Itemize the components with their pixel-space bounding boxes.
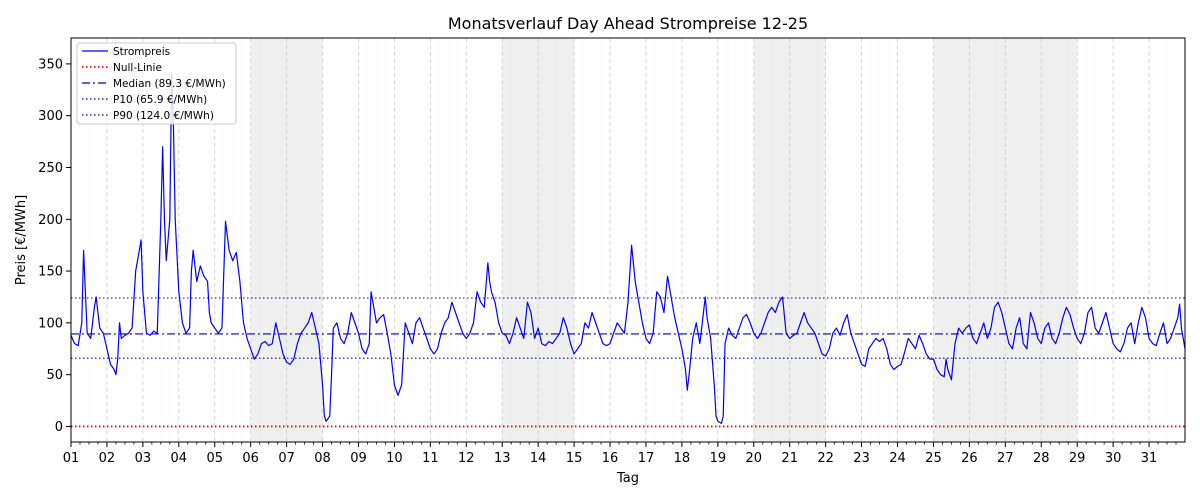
- x-tick-label: 08: [314, 451, 331, 466]
- x-tick-label: 25: [925, 451, 942, 466]
- x-tick-label: 12: [458, 451, 475, 466]
- y-axis-label: Preis [€/MWh]: [14, 195, 29, 285]
- x-tick-label: 10: [386, 451, 403, 466]
- x-tick-label: 07: [278, 451, 295, 466]
- y-tick-label: 350: [38, 57, 63, 72]
- x-tick-label: 11: [422, 451, 439, 466]
- x-axis-label: Tag: [616, 471, 639, 486]
- x-tick-label: 23: [853, 451, 870, 466]
- x-tick-label: 09: [350, 451, 367, 466]
- x-tick-label: 27: [997, 451, 1014, 466]
- price-series-line: [70, 73, 1186, 424]
- legend-entry: Null-Linie: [113, 62, 162, 74]
- x-tick-label: 28: [1033, 451, 1050, 466]
- legend-entry: Strompreis: [113, 46, 170, 58]
- series: [70, 73, 1186, 424]
- x-tick-label: 19: [710, 451, 727, 466]
- x-tick-label: 15: [566, 451, 583, 466]
- grid: [70, 38, 1186, 442]
- legend-box: [76, 42, 237, 125]
- y-tick-label: 0: [55, 420, 63, 435]
- x-tick-label: 13: [494, 451, 511, 466]
- legend: Strompreis Null-Linie Median (89.3 €/MWh) P…: [76, 42, 237, 125]
- y-tick-label: 150: [38, 265, 63, 280]
- x-tick-label: 29: [1069, 451, 1086, 466]
- x-tick-label: 03: [135, 451, 152, 466]
- y-axis-ticks: 0 50 100 150 200 250 300 350: [38, 57, 71, 435]
- legend-entry: Median (89.3 €/MWh): [113, 78, 226, 90]
- x-axis-ticks: 01 02 03 04 05 06 07 08 09 10 11 12 13 14 15 16 17 18 19 20…: [63, 442, 1177, 466]
- y-tick-label: 300: [38, 109, 63, 124]
- chart-title: Monatsverlauf Day Ahead Strompreise 12-2…: [448, 14, 808, 33]
- weekend-shading: [250, 38, 1078, 442]
- y-tick-label: 250: [38, 161, 63, 176]
- x-tick-label: 06: [242, 451, 259, 466]
- x-tick-label: 14: [530, 451, 547, 466]
- legend-entry: P10 (65.9 €/MWh): [113, 94, 207, 106]
- x-tick-label: 21: [781, 451, 798, 466]
- x-tick-label: 30: [1105, 451, 1122, 466]
- x-tick-label: 17: [638, 451, 655, 466]
- x-tick-label: 20: [746, 451, 763, 466]
- x-tick-label: 31: [1141, 451, 1158, 466]
- x-tick-label: 05: [206, 451, 223, 466]
- x-tick-label: 22: [817, 451, 834, 466]
- x-tick-label: 18: [674, 451, 691, 466]
- x-tick-label: 01: [63, 451, 80, 466]
- y-tick-label: 200: [38, 213, 63, 228]
- x-tick-label: 16: [602, 451, 619, 466]
- x-tick-label: 02: [99, 451, 116, 466]
- y-tick-label: 100: [38, 316, 63, 331]
- x-tick-label: 04: [171, 451, 188, 466]
- x-tick-label: 24: [889, 451, 906, 466]
- y-tick-label: 50: [46, 368, 63, 383]
- x-tick-label: 26: [961, 451, 978, 466]
- legend-entry: P90 (124.0 €/MWh): [113, 110, 214, 122]
